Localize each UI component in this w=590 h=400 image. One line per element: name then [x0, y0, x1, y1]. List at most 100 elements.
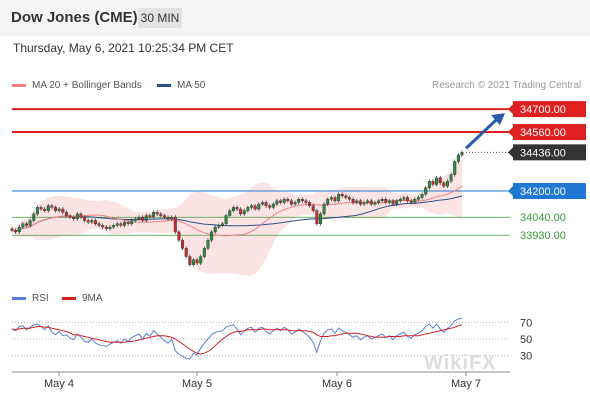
- candle-body: [329, 197, 333, 200]
- candle-body: [340, 194, 344, 197]
- candle-body: [406, 197, 410, 202]
- candle-body: [112, 225, 116, 228]
- candle-body: [61, 208, 65, 213]
- candle-body: [195, 259, 199, 264]
- candle-body: [224, 215, 228, 224]
- candle-body: [148, 215, 152, 218]
- candle-body: [68, 215, 72, 218]
- candle-body: [72, 217, 76, 220]
- candle-body: [315, 210, 319, 224]
- x-label-3: May 7: [451, 378, 481, 390]
- candle-body: [141, 217, 145, 221]
- candle-body: [97, 223, 101, 226]
- candle-body: [75, 213, 79, 220]
- candle-body: [409, 200, 413, 203]
- level-tag-arrow-34700.00: [508, 104, 513, 115]
- candle-body: [358, 200, 362, 205]
- candle-body: [170, 217, 174, 220]
- x-label-1: May 5: [182, 378, 212, 390]
- candle-body: [304, 200, 308, 203]
- candle-body: [456, 154, 460, 162]
- copyright-text: Research © 2021 Trading Central: [432, 80, 582, 91]
- level-tag-arrow-34436.00: [508, 147, 513, 158]
- candle-body: [181, 239, 185, 249]
- candle-body: [93, 220, 97, 224]
- candle-body: [275, 200, 279, 205]
- candle-body: [35, 207, 39, 215]
- candle-body: [282, 198, 286, 203]
- candle-body: [427, 180, 431, 188]
- candle-body: [46, 205, 50, 211]
- candle-body: [50, 205, 54, 208]
- ma20-label: MA 20 + Bollinger Bands: [32, 80, 142, 91]
- candle-body: [119, 223, 123, 226]
- candle-body: [398, 198, 402, 202]
- candle-body: [449, 174, 453, 182]
- candle-body: [21, 223, 25, 228]
- candle-body: [231, 207, 235, 211]
- candle-body: [348, 197, 352, 200]
- forecast-arrow-shaft: [464, 118, 499, 150]
- candle-body: [126, 221, 130, 224]
- level-tag-34200.00: [513, 183, 586, 200]
- candle-body: [250, 205, 254, 208]
- candle-body: [137, 217, 141, 220]
- level-label-34560.00: 34560.00: [520, 127, 566, 139]
- candle-body: [260, 202, 264, 205]
- candle-body: [177, 231, 181, 241]
- candle-body: [286, 198, 290, 202]
- candle-body: [10, 228, 14, 231]
- candle-body: [152, 212, 156, 218]
- level-label-33930.00: 33930.00: [520, 230, 566, 242]
- candle-body: [210, 231, 214, 241]
- level-tag-34560.00: [513, 124, 586, 141]
- candle-body: [445, 180, 449, 187]
- ma20-swatch: [12, 84, 26, 87]
- candle-body: [32, 213, 36, 221]
- candle-body: [322, 203, 326, 215]
- candle-body: [387, 200, 391, 203]
- candle-body: [308, 202, 312, 206]
- rsi-level-label-30: 30: [520, 351, 532, 363]
- legend-ma20: MA 20 + Bollinger Bands: [12, 80, 142, 91]
- header-bar: Dow Jones (CME) 30 MIN: [0, 0, 590, 36]
- x-label-0: May 4: [44, 378, 74, 390]
- candle-body: [14, 230, 18, 233]
- candle-body: [377, 200, 381, 203]
- candle-body: [369, 200, 373, 205]
- candle-body: [402, 197, 406, 200]
- level-tag-34436.00: [513, 144, 586, 161]
- candle-body: [337, 194, 341, 202]
- candle-body: [257, 203, 261, 210]
- candle-body: [373, 202, 377, 205]
- candle-body: [188, 256, 192, 265]
- candle-body: [166, 217, 170, 220]
- forecast-arrow-head: [491, 113, 505, 126]
- rsi-level-label-50: 50: [520, 334, 532, 346]
- candle-body: [453, 161, 457, 175]
- rsi-level-label-70: 70: [520, 317, 532, 329]
- candle-body: [333, 197, 337, 202]
- ma50-swatch: [157, 84, 171, 87]
- rsi-label: RSI: [32, 293, 49, 304]
- candle-body: [191, 259, 195, 265]
- candle-body: [199, 256, 203, 264]
- candle-body: [297, 198, 301, 203]
- candle-body: [366, 200, 370, 203]
- candle-body: [235, 207, 239, 210]
- candle-body: [64, 212, 68, 216]
- timeframe-button[interactable]: 30 MIN: [138, 8, 182, 28]
- watermark: WikiFX: [424, 352, 497, 374]
- candle-body: [104, 226, 108, 229]
- candle-body: [173, 217, 177, 233]
- candle-body: [431, 180, 435, 185]
- candle-body: [108, 226, 112, 229]
- candle-body: [264, 202, 268, 206]
- level-tag-arrow-34200.00: [508, 186, 513, 197]
- candle-body: [213, 226, 217, 233]
- candle-body: [424, 187, 428, 195]
- level-label-34200.00: 34200.00: [520, 186, 566, 198]
- candle-body: [246, 207, 250, 211]
- legend-9ma: 9MA: [62, 293, 103, 304]
